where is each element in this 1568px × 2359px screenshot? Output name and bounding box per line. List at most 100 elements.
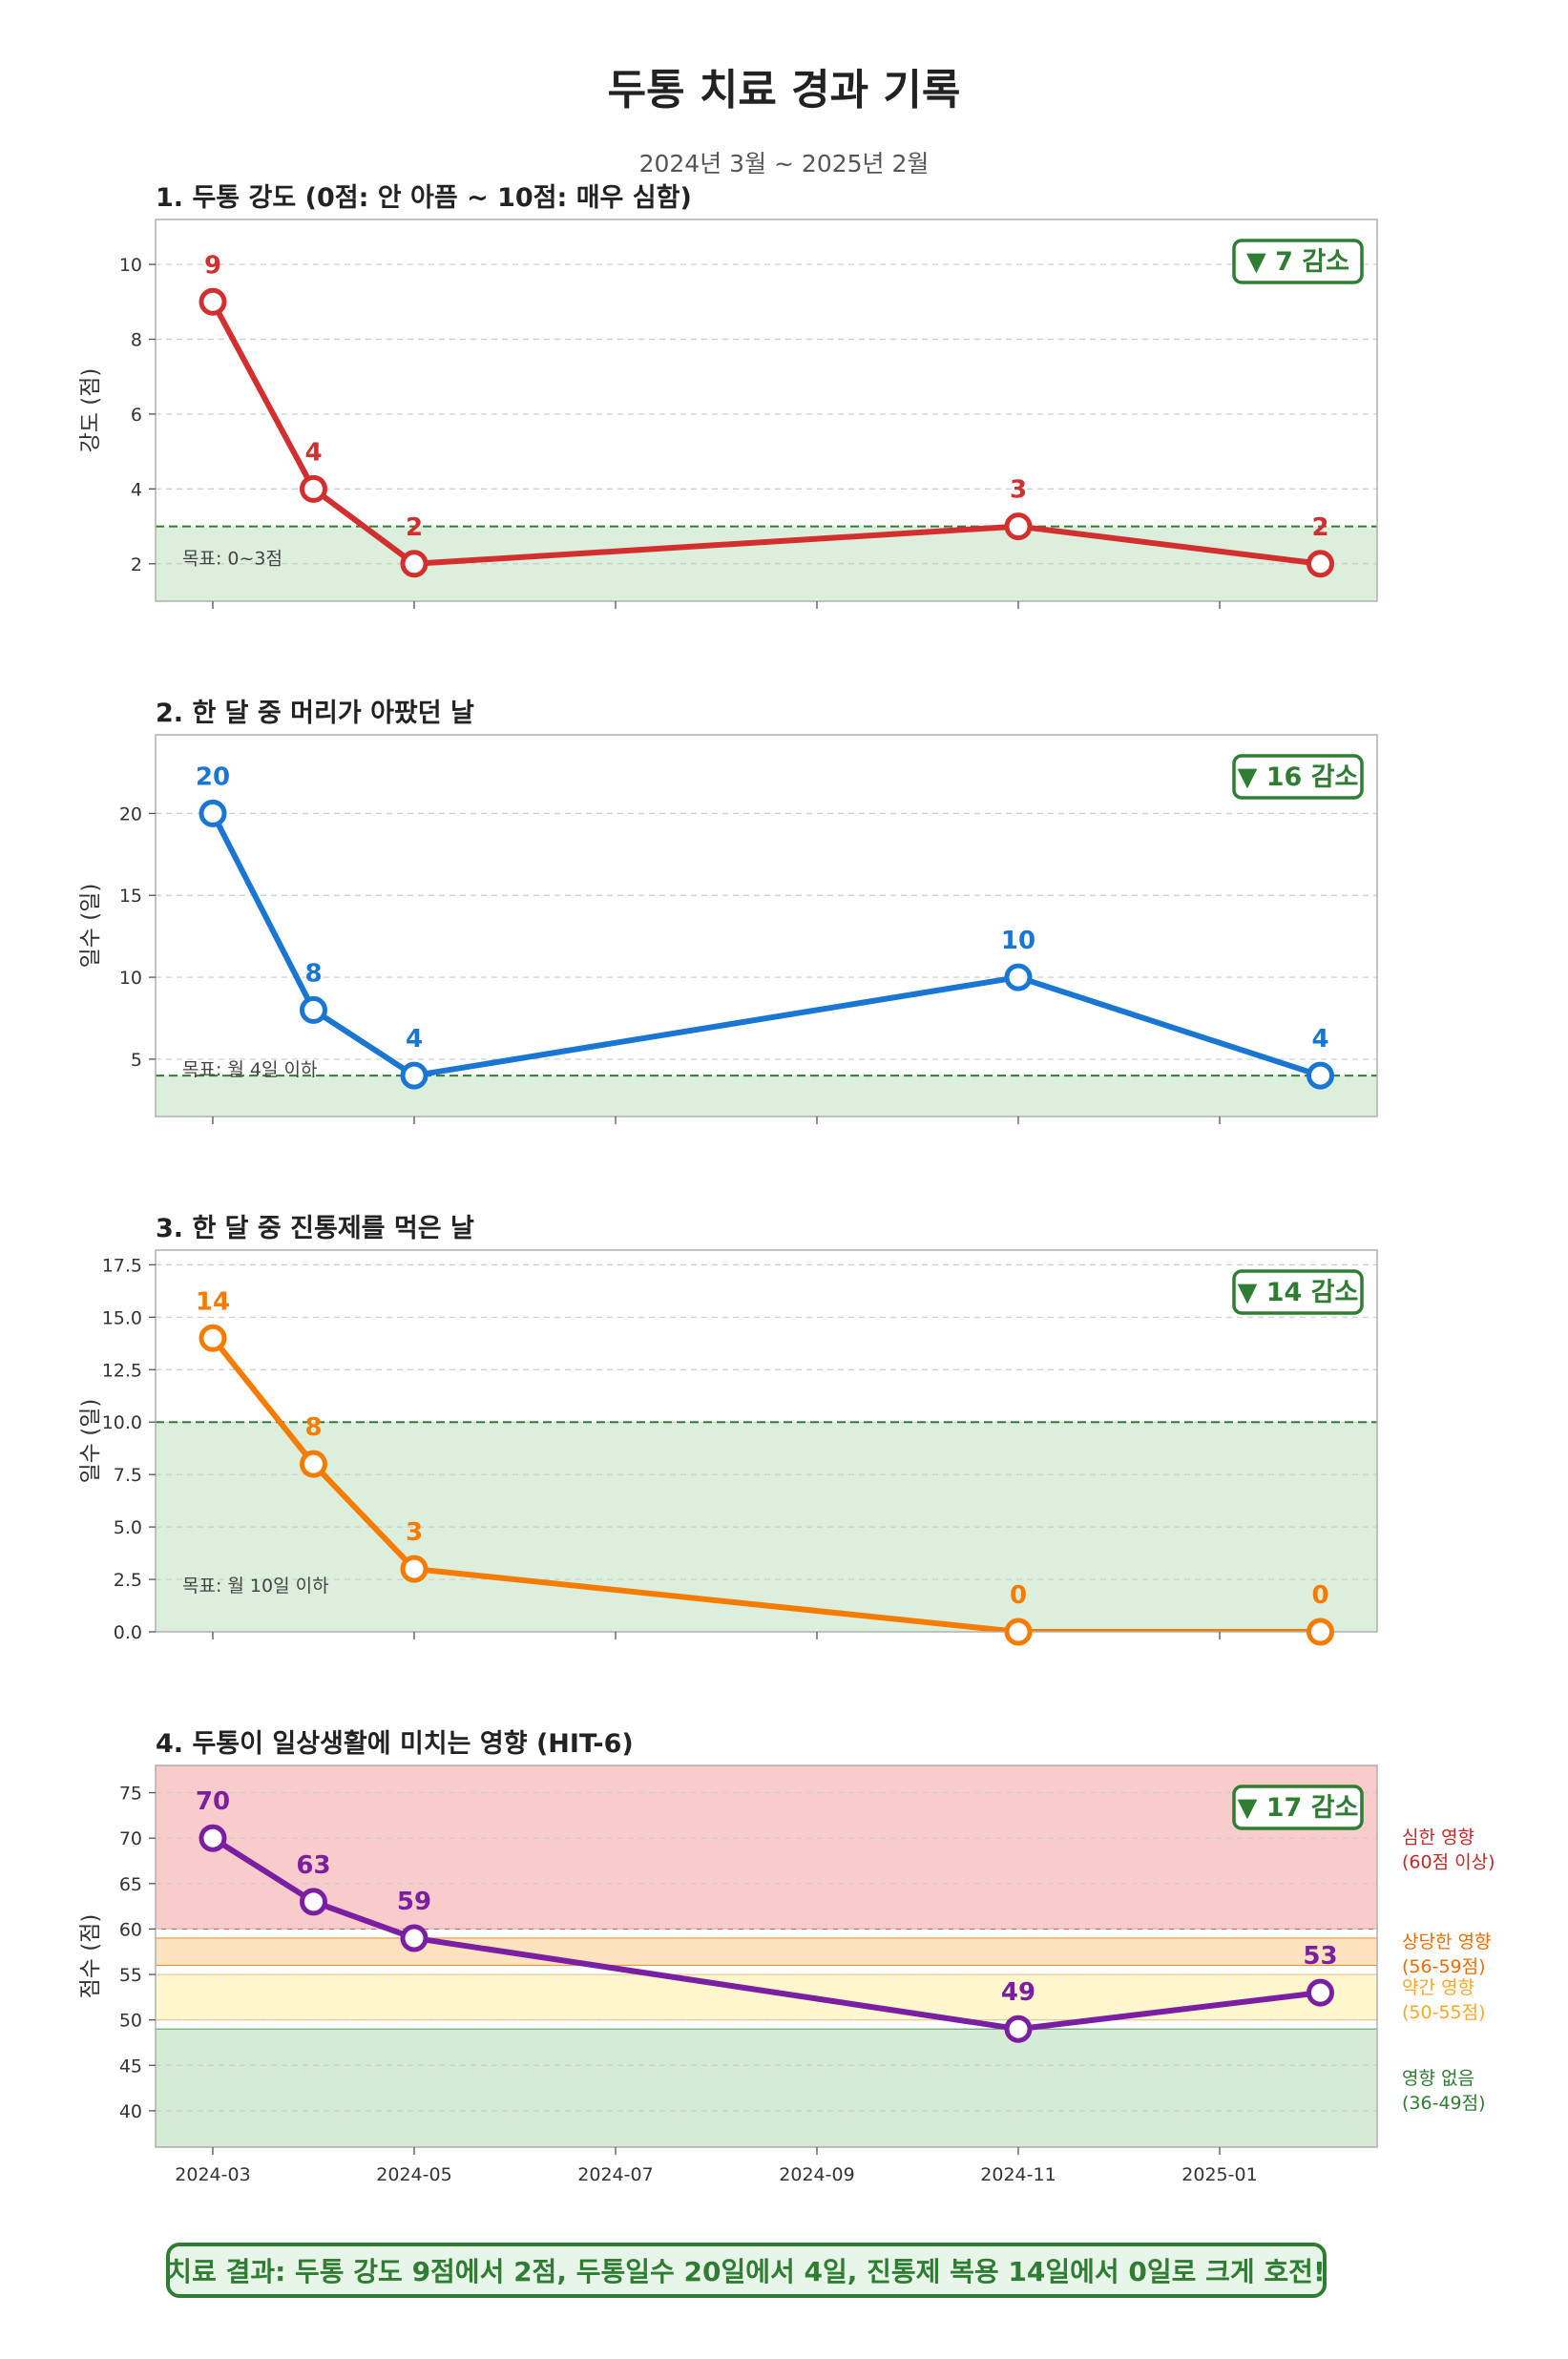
data-label: 20 bbox=[196, 762, 230, 791]
data-label: 4 bbox=[406, 1025, 423, 1054]
data-point bbox=[1004, 1618, 1033, 1646]
goal-label: 목표: 월 4일 이하 bbox=[182, 1059, 318, 1080]
y-tick-label: 15.0 bbox=[102, 1307, 142, 1328]
y-tick-label: 17.5 bbox=[102, 1255, 142, 1276]
y-tick-label: 75 bbox=[119, 1784, 142, 1805]
data-point bbox=[1004, 963, 1033, 992]
data-label: 4 bbox=[1311, 1025, 1328, 1054]
x-tick-label: 2025-01 bbox=[1181, 2164, 1257, 2185]
change-badge bbox=[1232, 239, 1364, 284]
data-label: 9 bbox=[204, 251, 221, 280]
change-badge-text: ▼ 17 감소 bbox=[1238, 1793, 1359, 1823]
chart-title: 2. 한 달 중 머리가 아팠던 날 bbox=[156, 699, 474, 728]
data-point bbox=[400, 1924, 429, 1952]
page-subtitle: 2024년 3월 ~ 2025년 2월 bbox=[638, 150, 930, 177]
change-badge bbox=[1232, 1269, 1364, 1315]
plot-area bbox=[156, 263, 1377, 601]
change-badge bbox=[1232, 1785, 1364, 1830]
goal-label: 목표: 월 10일 이하 bbox=[182, 1576, 329, 1597]
data-point bbox=[199, 1824, 227, 1852]
data-point bbox=[199, 799, 227, 827]
data-label: 3 bbox=[406, 1518, 423, 1547]
data-label: 53 bbox=[1303, 1942, 1337, 1971]
data-point bbox=[1004, 512, 1033, 541]
data-point bbox=[400, 550, 429, 578]
y-tick-label: 40 bbox=[119, 2101, 142, 2122]
data-point bbox=[300, 474, 327, 503]
y-tick-label: 10 bbox=[119, 968, 142, 989]
y-tick-label: 5.0 bbox=[114, 1517, 142, 1538]
goal-label: 목표: 0~3점 bbox=[182, 549, 282, 570]
y-tick-label: 12.5 bbox=[102, 1360, 142, 1381]
data-label: 2 bbox=[406, 513, 423, 542]
band-label-range: (56-59점) bbox=[1402, 1956, 1486, 1977]
y-tick-label: 20 bbox=[119, 804, 142, 825]
data-label: 14 bbox=[196, 1287, 230, 1316]
data-label: 0 bbox=[1311, 1581, 1328, 1610]
x-tick-label: 2024-09 bbox=[779, 2164, 854, 2185]
chart-title: 4. 두통이 일상생활에 미치는 영향 (HIT-6) bbox=[156, 1729, 634, 1759]
y-axis-label: 일수 (일) bbox=[78, 884, 103, 969]
data-label: 59 bbox=[397, 1888, 431, 1916]
chart-panel-1: 1. 두통 강도 (0점: 안 아픔 ~ 10점: 매우 심함) 목표: 0~3점… bbox=[78, 183, 1378, 609]
data-point bbox=[400, 1555, 429, 1583]
band-label-range: (50-55점) bbox=[1402, 2002, 1486, 2023]
series-line bbox=[210, 812, 1322, 1079]
chart-panel-3: 3. 한 달 중 진통제를 먹은 날목표: 월 10일 이하 0.0 2.5 5.0 7… bbox=[78, 1214, 1378, 1646]
impact-band bbox=[156, 1765, 1377, 1930]
summary-box: 치료 결과: 두통 강도 9점에서 2점, 두통일수 20일에서 4일, 진통제… bbox=[166, 2243, 1327, 2298]
plot-frame bbox=[155, 219, 1378, 602]
y-tick-label: 55 bbox=[119, 1965, 142, 1986]
y-axis-label: 강도 (점) bbox=[78, 368, 103, 453]
y-tick-label: 15 bbox=[119, 886, 142, 907]
data-point bbox=[400, 1061, 429, 1090]
impact-band bbox=[156, 1974, 1377, 2020]
impact-band bbox=[156, 2029, 1377, 2147]
band-label: 영향 없음 bbox=[1402, 2068, 1474, 2089]
change-badge-text: ▼ 14 감소 bbox=[1238, 1278, 1359, 1307]
data-label: 8 bbox=[304, 959, 322, 988]
data-label: 2 bbox=[1311, 513, 1328, 542]
data-point bbox=[300, 995, 327, 1024]
y-tick-label: 60 bbox=[119, 1919, 142, 1940]
chart-title: 1. 두통 강도 (0점: 안 아픔 ~ 10점: 매우 심함) bbox=[156, 183, 692, 213]
chart-panel-4: 4. 두통이 일상생활에 미치는 영향 (HIT-6) 심한 영향 (60점 이상)… bbox=[78, 1729, 1495, 2185]
x-tick-label: 2024-11 bbox=[980, 2164, 1056, 2185]
plot-frame bbox=[155, 1249, 1378, 1633]
data-point bbox=[1004, 2015, 1033, 2043]
y-tick-label: 0.0 bbox=[114, 1622, 142, 1643]
x-tick-label: 2024-05 bbox=[376, 2164, 451, 2185]
plot-frame bbox=[155, 1764, 1378, 2148]
x-tick-label: 2024-03 bbox=[175, 2164, 250, 2185]
data-label: 70 bbox=[196, 1787, 230, 1816]
y-tick-label: 70 bbox=[119, 1828, 142, 1849]
data-label: 3 bbox=[1010, 476, 1027, 505]
band-label-range: (36-49점) bbox=[1402, 2093, 1486, 2114]
y-tick-label: 5 bbox=[131, 1050, 142, 1071]
y-tick-label: 6 bbox=[131, 405, 142, 426]
data-point bbox=[1307, 1978, 1334, 2007]
data-label: 8 bbox=[304, 1413, 322, 1442]
y-tick-label: 4 bbox=[131, 479, 142, 500]
y-axis-label: 일수 (일) bbox=[78, 1399, 103, 1484]
data-point bbox=[199, 287, 227, 316]
band-label: 상당한 영향 bbox=[1402, 1931, 1491, 1952]
goal-band bbox=[156, 1075, 1377, 1117]
y-tick-label: 2.5 bbox=[114, 1570, 142, 1591]
impact-band bbox=[156, 1937, 1377, 1966]
chart-title: 3. 한 달 중 진통제를 먹은 날 bbox=[156, 1214, 474, 1243]
data-point bbox=[199, 1324, 227, 1352]
x-tick-label: 2024-07 bbox=[577, 2164, 653, 2185]
y-axis-label: 점수 (점) bbox=[78, 1914, 103, 1999]
series-line bbox=[210, 300, 1321, 567]
plot-area bbox=[156, 812, 1377, 1117]
page-title: 두통 치료 경과 기록 bbox=[607, 66, 961, 115]
change-badge-text: ▼ 16 감소 bbox=[1238, 762, 1359, 792]
plot-area bbox=[156, 1263, 1377, 1632]
data-label: 49 bbox=[1001, 1978, 1035, 2007]
data-point bbox=[300, 1888, 327, 1916]
y-tick-label: 45 bbox=[119, 2056, 142, 2077]
plot-frame bbox=[155, 734, 1378, 1117]
data-label: 63 bbox=[296, 1851, 330, 1880]
